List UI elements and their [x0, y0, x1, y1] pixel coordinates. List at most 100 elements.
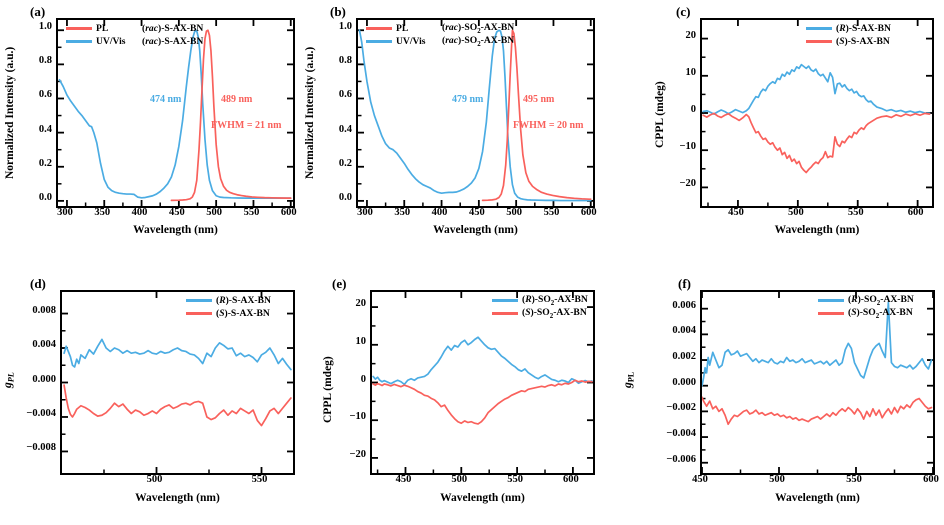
box-d-ytick: 0.004	[32, 339, 56, 351]
panel-e-plot-area[interactable]	[370, 290, 595, 475]
legend-label: (S)-S-AX-BN	[216, 308, 270, 319]
legend-color-swatch	[818, 299, 844, 302]
legend-color-swatch	[66, 40, 92, 43]
legend-color-swatch	[66, 27, 92, 30]
leg-c-row: (S)-S-AX-BN	[806, 35, 891, 48]
box-e-xtick: 450	[395, 474, 412, 485]
panel-c-legend: (R)-S-AX-BN (S)-S-AX-BN	[806, 22, 891, 48]
box-b-xtick: 500	[506, 207, 523, 218]
box-f-xtick: 500	[769, 474, 785, 485]
box-e-ytick: 10	[355, 335, 367, 347]
box-a-ytick: 1.0	[38, 21, 52, 33]
legend-label: (R)-S-AX-BN	[216, 295, 271, 306]
box-f-xtick: 450	[692, 474, 708, 485]
box-a-ytick: 0.6	[38, 89, 52, 101]
leg-a-row: PL (rac)-S-AX-BN	[66, 22, 203, 35]
box-c-series-1	[702, 112, 931, 174]
legend-label: (R)-S-AX-BN	[836, 23, 891, 34]
box-b-ytick: 0.8	[338, 55, 352, 67]
box-b-ytick: 1.0	[338, 21, 352, 33]
box-e-ytick: −10	[349, 411, 366, 423]
box-f-series-0	[702, 301, 933, 387]
ann-a-text: FWHM = 21 nm	[211, 120, 282, 131]
ann-a-text: 474 nm	[150, 94, 182, 105]
panel-d-label: (d)	[30, 276, 46, 291]
panel-f-y-axis-label: gPL	[622, 371, 636, 389]
panel-b-label: (b)	[330, 4, 346, 19]
box-c-xtick: 600	[907, 207, 924, 218]
panel-e-label: (e)	[332, 276, 347, 291]
box-b-xtick: 450	[468, 207, 485, 218]
panel-d-legend: (R)-S-AX-BN (S)-S-AX-BN	[186, 294, 271, 320]
box-e-series-1	[372, 379, 593, 425]
leg-a-row: UV/Vis (rac)-S-AX-BN	[66, 35, 203, 48]
box-c-ytick: 20	[685, 29, 697, 41]
legend-color-swatch	[818, 312, 844, 315]
box-f-ytick: 0.000	[672, 376, 696, 388]
legend-label-name: UV/Vis	[96, 36, 126, 47]
ann-a-text: 489 nm	[221, 94, 253, 105]
box-f-ytick: −0.004	[666, 428, 696, 440]
box-f-series-1	[702, 396, 933, 426]
legend-label-name: PL	[96, 23, 109, 34]
legend-color-swatch	[806, 40, 832, 43]
box-e-ytick: 0	[360, 373, 366, 385]
leg-e-row: (R)-SO2-AX-BN	[492, 294, 588, 307]
box-b-ytick: 0.4	[338, 123, 352, 135]
box-f-ytick: −0.006	[666, 453, 696, 465]
box-a-xtick: 450	[168, 207, 185, 218]
box-d-xtick: 550	[251, 474, 268, 485]
legend-color-swatch	[186, 312, 212, 315]
box-c-canvas	[702, 20, 932, 206]
panel-c-x-axis-label: Wavelength (nm)	[774, 224, 860, 236]
leg-f-row: (R)-SO2-AX-BN	[818, 294, 914, 307]
box-b-series-1	[481, 29, 592, 202]
panel-e-legend: (R)-SO2-AX-BN (S)-SO2-AX-BN	[492, 294, 588, 320]
legend-label-name: PL	[396, 23, 409, 34]
panel-c-y-axis-label: CPPL (mdeg)	[654, 81, 666, 149]
box-a-series-1	[170, 29, 292, 202]
box-c-ytick: −20	[679, 178, 696, 190]
panel-f-legend: (R)-SO2-AX-BN (S)-SO2-AX-BN	[818, 294, 914, 320]
legend-label-series: (rac)-SO2-AX-BN	[442, 35, 515, 48]
box-d-xtick: 500	[146, 474, 163, 485]
box-e-ytick: −20	[349, 448, 366, 460]
box-f-ytick: 0.004	[672, 325, 696, 337]
box-a-xtick: 300	[57, 207, 73, 218]
box-d-canvas	[62, 292, 293, 473]
panel-f-plot-area[interactable]	[700, 290, 935, 475]
panel-a-label: (a)	[30, 4, 46, 19]
box-a-xtick: 550	[243, 207, 260, 218]
box-d-ytick: −0.008	[26, 442, 56, 454]
panel-b-y-axis-label: Normalized Intensity (a.u.)	[304, 46, 316, 179]
box-b-canvas	[358, 20, 593, 206]
legend-color-swatch	[186, 299, 212, 302]
panel-b-plot-area[interactable]	[356, 18, 595, 208]
panel-b-legend: PL (rac)-SO2-AX-BN UV/Vis (rac)-SO2-AX-BN	[366, 22, 514, 48]
box-d-ytick: 0.000	[32, 373, 56, 385]
ann-b-text: FWHM = 20 nm	[513, 120, 584, 131]
leg-e-row: (S)-SO2-AX-BN	[492, 307, 588, 320]
box-e-xtick: 600	[563, 474, 579, 485]
box-f-canvas	[702, 292, 933, 473]
box-d-series-1	[63, 384, 292, 427]
legend-label: (S)-SO2-AX-BN	[848, 307, 913, 320]
panel-d-x-axis-label: Wavelength (nm)	[135, 492, 220, 504]
legend-label: (S)-SO2-AX-BN	[522, 307, 587, 320]
box-c-ytick: −10	[679, 141, 696, 153]
panel-a-y-axis-label: Normalized Intensity (a.u.)	[4, 46, 16, 179]
legend-color-swatch	[492, 312, 518, 315]
panel-f-x-axis-label: Wavelength (nm)	[775, 492, 860, 504]
box-a-ytick: 0.4	[38, 123, 52, 135]
box-a-ytick: 0.0	[38, 191, 52, 203]
box-d-ytick: 0.008	[32, 304, 56, 316]
box-b-ytick: 0.2	[338, 157, 352, 169]
panel-a-plot-area[interactable]	[56, 18, 295, 208]
panel-d-plot-area[interactable]	[60, 290, 295, 475]
legend-color-swatch	[366, 40, 392, 43]
leg-d-row: (S)-S-AX-BN	[186, 307, 271, 320]
legend-label-series: (rac)-S-AX-BN	[142, 23, 204, 34]
box-e-xtick: 500	[451, 474, 468, 485]
panel-c-plot-area[interactable]	[700, 18, 934, 208]
